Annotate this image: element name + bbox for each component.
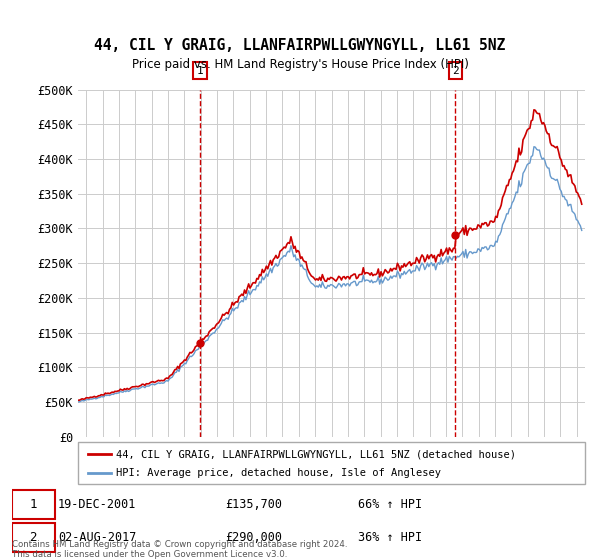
Text: 2: 2 xyxy=(452,66,459,76)
Text: 66% ↑ HPI: 66% ↑ HPI xyxy=(358,498,422,511)
FancyBboxPatch shape xyxy=(78,442,585,484)
Text: 36% ↑ HPI: 36% ↑ HPI xyxy=(358,531,422,544)
FancyBboxPatch shape xyxy=(12,490,55,520)
Text: 44, CIL Y GRAIG, LLANFAIRPWLLGWYNGYLL, LL61 5NZ: 44, CIL Y GRAIG, LLANFAIRPWLLGWYNGYLL, L… xyxy=(94,38,506,53)
Text: 02-AUG-2017: 02-AUG-2017 xyxy=(58,531,136,544)
Text: 19-DEC-2001: 19-DEC-2001 xyxy=(58,498,136,511)
Text: £135,700: £135,700 xyxy=(225,498,282,511)
Text: Contains HM Land Registry data © Crown copyright and database right 2024.
This d: Contains HM Land Registry data © Crown c… xyxy=(12,540,347,559)
Text: HPI: Average price, detached house, Isle of Anglesey: HPI: Average price, detached house, Isle… xyxy=(116,468,441,478)
Text: 1: 1 xyxy=(197,66,203,76)
Text: 44, CIL Y GRAIG, LLANFAIRPWLLGWYNGYLL, LL61 5NZ (detached house): 44, CIL Y GRAIG, LLANFAIRPWLLGWYNGYLL, L… xyxy=(116,449,516,459)
Text: Price paid vs. HM Land Registry's House Price Index (HPI): Price paid vs. HM Land Registry's House … xyxy=(131,58,469,71)
Text: £290,000: £290,000 xyxy=(225,531,282,544)
FancyBboxPatch shape xyxy=(12,523,55,552)
Text: 2: 2 xyxy=(29,531,37,544)
Text: 1: 1 xyxy=(29,498,37,511)
